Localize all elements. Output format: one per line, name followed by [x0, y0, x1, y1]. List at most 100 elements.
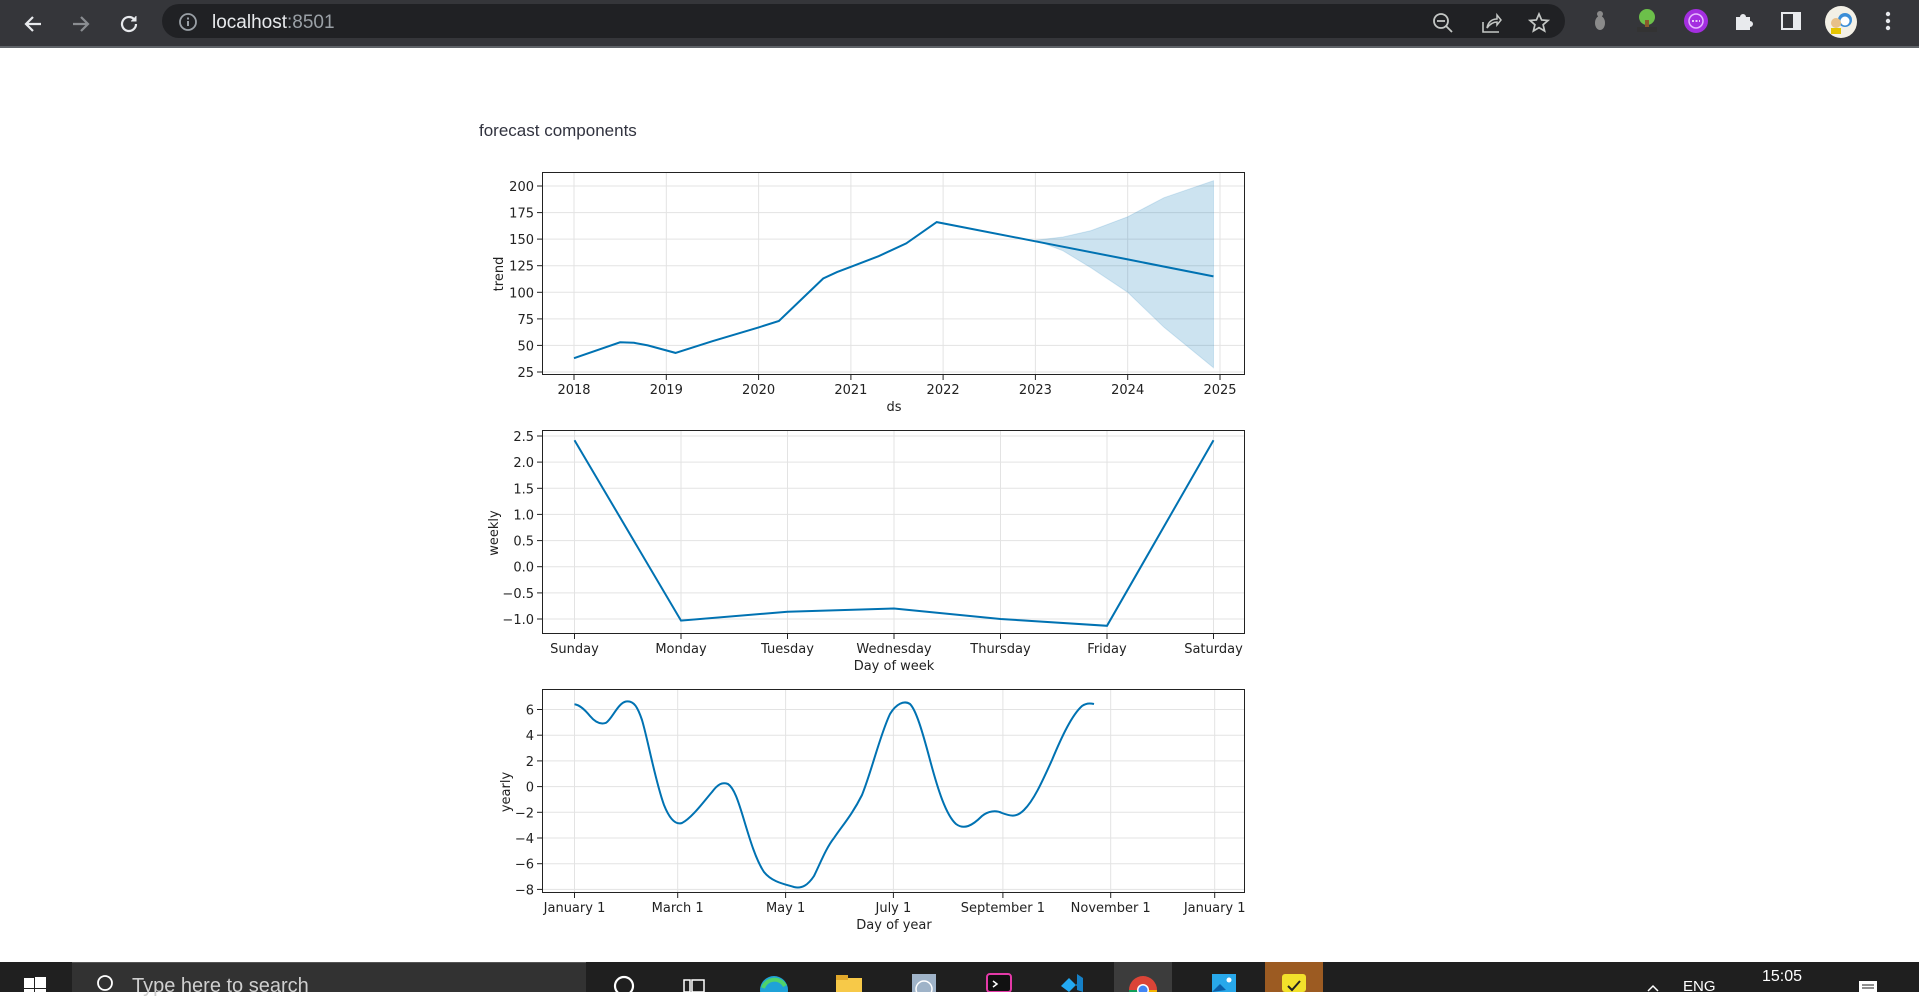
back-arrow-icon[interactable] — [17, 8, 49, 40]
purple-extension-icon[interactable] — [1683, 8, 1709, 34]
svg-text:100: 100 — [509, 286, 534, 301]
svg-text:July 1: July 1 — [875, 901, 912, 916]
svg-text:November 1: November 1 — [1071, 901, 1151, 916]
svg-text:−6: −6 — [515, 858, 534, 873]
yearly-grid — [543, 690, 1244, 892]
svg-text:Monday: Monday — [655, 642, 707, 657]
svg-text:2.5: 2.5 — [513, 430, 534, 445]
svg-text:1.0: 1.0 — [513, 508, 534, 523]
svg-text:2023: 2023 — [1019, 383, 1052, 398]
address-bar[interactable]: localhost:8501 — [162, 4, 1565, 38]
yearly-y-ticks: 6 4 2 0 −2 −4 −6 −8 — [515, 704, 542, 898]
bookmark-star-icon[interactable] — [1527, 11, 1551, 33]
cortana-icon[interactable] — [595, 962, 653, 992]
svg-text:50: 50 — [517, 339, 534, 354]
svg-text:−8: −8 — [515, 883, 534, 898]
svg-text:4: 4 — [526, 729, 534, 744]
trend-chart: 200 175 150 125 100 75 50 25 2018 2019 2… — [492, 172, 1245, 415]
weekly-y-ticks: 2.5 2.0 1.5 1.0 0.5 0.0 −0.5 −1.0 — [502, 430, 542, 628]
svg-text:75: 75 — [517, 313, 534, 328]
yearly-chart: 6 4 2 0 −2 −4 −6 −8 January 1 March 1 Ma… — [499, 689, 1246, 933]
terminal-icon[interactable] — [970, 962, 1028, 992]
search-placeholder: Type here to search — [132, 975, 309, 997]
forward-arrow-icon[interactable] — [65, 8, 97, 40]
svg-text:−4: −4 — [515, 832, 534, 847]
language-indicator[interactable]: ENG — [1683, 978, 1716, 995]
weekly-line — [573, 439, 1215, 627]
svg-text:2: 2 — [526, 755, 534, 770]
svg-text:125: 125 — [509, 260, 534, 275]
zoom-out-icon[interactable] — [1432, 12, 1453, 33]
yearly-line — [574, 700, 1095, 889]
app-yellow-icon[interactable] — [1265, 962, 1323, 992]
file-explorer-icon[interactable] — [820, 962, 878, 992]
svg-text:2021: 2021 — [834, 383, 867, 398]
svg-text:2022: 2022 — [927, 383, 960, 398]
forecast-components-figure: 200 175 150 125 100 75 50 25 2018 2019 2… — [487, 172, 1246, 933]
yearly-x-ticks: January 1 March 1 May 1 July 1 September… — [543, 893, 1246, 916]
svg-text:2020: 2020 — [742, 383, 775, 398]
svg-text:−1.0: −1.0 — [502, 613, 534, 628]
svg-text:1.5: 1.5 — [513, 482, 534, 497]
bug-extension-icon[interactable] — [1587, 8, 1613, 34]
trend-line — [573, 221, 1214, 360]
svg-text:May 1: May 1 — [766, 901, 805, 916]
svg-text:2019: 2019 — [650, 383, 683, 398]
svg-text:2.0: 2.0 — [513, 456, 534, 471]
notifications-icon[interactable] — [1858, 980, 1878, 999]
html-tree-extension-icon[interactable] — [1634, 8, 1660, 34]
svg-text:−0.5: −0.5 — [502, 587, 534, 602]
trend-grid — [543, 173, 1244, 374]
svg-text:Tuesday: Tuesday — [760, 642, 814, 657]
toolbar-divider — [0, 46, 1919, 48]
trend-uncertainty-band — [1035, 179, 1214, 369]
profile-avatar[interactable] — [1824, 5, 1858, 39]
tray-chevron-up-icon[interactable] — [1646, 980, 1660, 998]
svg-text:Friday: Friday — [1087, 642, 1127, 657]
svg-text:Sunday: Sunday — [550, 642, 599, 657]
search-icon — [97, 975, 113, 991]
svg-text:6: 6 — [526, 704, 534, 719]
start-button[interactable] — [0, 962, 72, 992]
task-view-icon[interactable] — [665, 962, 723, 992]
vscode-icon[interactable] — [1043, 962, 1101, 992]
weekly-grid — [543, 431, 1244, 633]
more-menu-icon[interactable] — [1875, 8, 1901, 34]
yearly-x-label: Day of year — [856, 918, 932, 933]
browser-toolbar: localhost:8501 — [0, 0, 1919, 48]
svg-text:Thursday: Thursday — [969, 642, 1031, 657]
svg-text:0.0: 0.0 — [513, 561, 534, 576]
svg-text:25: 25 — [517, 366, 534, 381]
taskbar-search-input[interactable]: Type here to search — [72, 962, 586, 997]
svg-text:0: 0 — [526, 781, 534, 796]
side-panel-icon[interactable] — [1778, 8, 1804, 34]
trend-y-label: trend — [492, 257, 507, 292]
svg-text:2025: 2025 — [1203, 383, 1236, 398]
edge-icon[interactable] — [745, 962, 803, 992]
trend-x-label: ds — [886, 400, 901, 415]
url-text[interactable]: localhost:8501 — [212, 12, 335, 34]
app-circle-icon[interactable] — [895, 962, 953, 992]
svg-text:−2: −2 — [515, 806, 534, 821]
photos-icon[interactable] — [1195, 962, 1253, 992]
svg-text:March 1: March 1 — [652, 901, 704, 916]
share-icon[interactable] — [1480, 12, 1502, 33]
chrome-icon[interactable] — [1114, 962, 1172, 992]
weekly-x-label: Day of week — [854, 659, 935, 674]
puzzle-extensions-icon[interactable] — [1730, 8, 1756, 34]
windows-taskbar: Type here to search ENG 15:05 — [0, 962, 1919, 997]
weekly-y-label: weekly — [487, 510, 502, 556]
svg-text:2024: 2024 — [1111, 383, 1144, 398]
svg-text:0.5: 0.5 — [513, 535, 534, 550]
svg-text:200: 200 — [509, 180, 534, 195]
site-info-icon[interactable] — [178, 12, 198, 36]
page-title: forecast components — [479, 121, 637, 140]
yearly-y-label: yearly — [499, 772, 514, 813]
weekly-x-ticks: Sunday Monday Tuesday Wednesday Thursday… — [550, 634, 1243, 657]
trend-y-ticks: 200 175 150 125 100 75 50 25 — [509, 180, 542, 381]
svg-text:January 1: January 1 — [543, 901, 606, 916]
clock-time[interactable]: 15:05 — [1762, 968, 1803, 985]
svg-text:September 1: September 1 — [961, 901, 1045, 916]
weekly-chart: 2.5 2.0 1.5 1.0 0.5 0.0 −0.5 −1.0 Sunday… — [487, 430, 1245, 674]
reload-icon[interactable] — [113, 8, 145, 40]
